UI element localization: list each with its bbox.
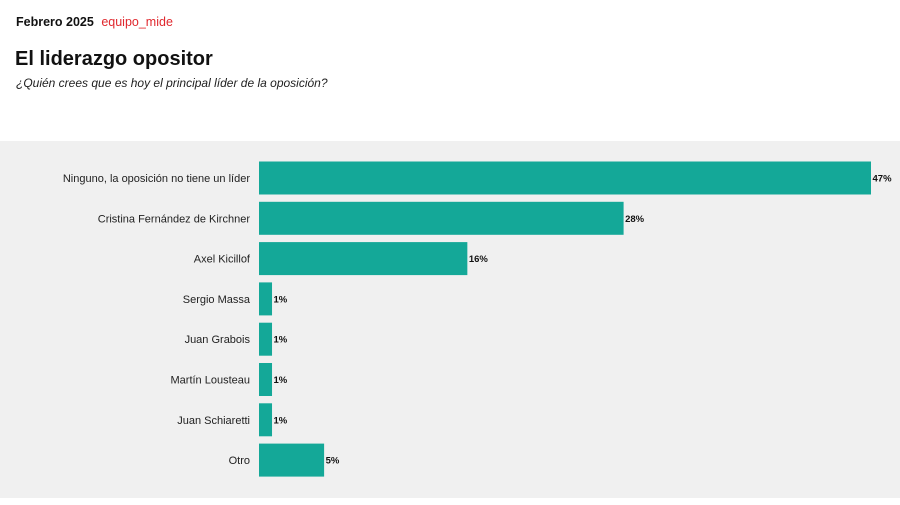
category-label: Martín Lousteau: [171, 375, 251, 387]
chart-subtitle: ¿Quién crees que es hoy el principal líd…: [16, 76, 328, 90]
source-label: equipo_mide: [101, 15, 173, 29]
value-label: 28%: [625, 214, 645, 225]
value-label: 16%: [469, 254, 489, 265]
bar: [259, 201, 624, 235]
category-label: Axel Kicillof: [194, 254, 251, 266]
value-label: 1%: [274, 415, 288, 426]
value-label: 1%: [274, 294, 288, 305]
category-label: Cristina Fernández de Kirchner: [98, 213, 251, 225]
value-label: 5%: [326, 456, 340, 467]
bar: [259, 282, 273, 316]
category-label: Juan Schiaretti: [177, 415, 250, 427]
bar: [259, 322, 273, 356]
chart-panel: [0, 141, 900, 498]
header: Febrero 2025 equipo_mide: [16, 15, 173, 29]
chart-title: El liderazgo opositor: [15, 48, 213, 70]
category-label: Ninguno, la oposición no tiene un líder: [63, 173, 250, 185]
bar: [259, 403, 273, 437]
bar: [259, 242, 468, 276]
bar: [259, 161, 871, 195]
category-label: Sergio Massa: [183, 294, 251, 306]
bar: [259, 363, 273, 396]
category-label: Otro: [229, 455, 250, 467]
bar: [259, 443, 325, 477]
category-label: Juan Grabois: [185, 334, 251, 346]
value-label: 47%: [873, 174, 893, 185]
date-label: Febrero 2025: [16, 15, 94, 29]
value-label: 1%: [274, 375, 288, 386]
value-label: 1%: [274, 335, 288, 346]
